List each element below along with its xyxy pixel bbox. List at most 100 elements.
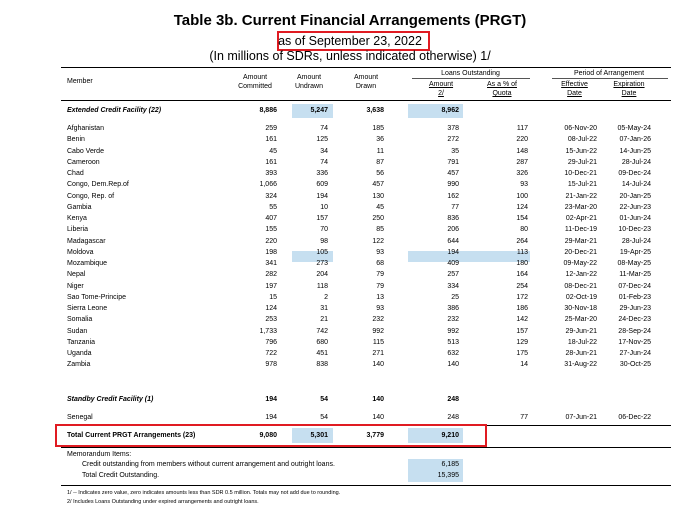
amount-committed: 45 <box>269 147 277 155</box>
loans-outstanding-amount: 206 <box>447 226 459 234</box>
amount-undrawn: 98 <box>320 237 328 245</box>
amount-drawn: 87 <box>376 158 384 166</box>
effective-date: 02-Oct-19 <box>565 293 597 301</box>
loans-outstanding-amount: 990 <box>447 181 459 189</box>
header-committed: Amount Committed <box>238 74 272 90</box>
loans-outstanding-amount: 644 <box>447 237 459 245</box>
expiration-date: 06-Dec-22 <box>618 414 651 421</box>
table-row: Congo, Rep. of 324 194 130 162 100 21-Jan-22 20… <box>0 192 700 203</box>
member-name: Somalia <box>67 316 93 324</box>
loans-outstanding-amount: 992 <box>447 327 459 335</box>
amount-committed: 978 <box>265 361 277 369</box>
header-loans-outstanding: Loans Outstanding <box>441 70 500 77</box>
expiration-date: 10-Dec-23 <box>618 226 651 234</box>
effective-date: 21-Jan-22 <box>565 192 597 200</box>
effective-date: 12-Jan-22 <box>565 271 597 279</box>
pct-of-quota: 14 <box>520 361 528 369</box>
table-title: Table 3b. Current Financial Arrangements… <box>173 12 527 29</box>
member-name: Cameroon <box>67 158 100 166</box>
header-bottom-rule <box>61 100 671 101</box>
member-name: Congo, Rep. of <box>67 192 115 200</box>
table-row: Cabo Verde 45 34 11 35 148 15-Jun-22 14-Jun-25 <box>0 147 700 158</box>
effective-date: 25-Mar-20 <box>564 316 597 324</box>
amount-committed: 161 <box>265 136 277 144</box>
effective-date: 07-Jun-21 <box>565 414 597 421</box>
table-row: Tanzania 796 680 115 513 129 18-Jul-22 17-Nov-2… <box>0 338 700 349</box>
pct-of-quota: 164 <box>516 271 528 279</box>
amount-undrawn: 336 <box>316 170 328 177</box>
member-name: Sudan <box>67 327 88 335</box>
pct-of-quota: 172 <box>516 293 528 301</box>
expiration-date: 28-Jul-24 <box>621 158 651 166</box>
amount-drawn: 11 <box>376 147 384 155</box>
effective-date: 28-Jun-21 <box>565 350 597 357</box>
amount-undrawn: 125 <box>316 136 328 144</box>
expiration-date: 11-Mar-25 <box>619 271 651 279</box>
memo-line2-label: Total Credit Outstanding. <box>82 472 160 479</box>
amount-undrawn: 70 <box>320 226 328 234</box>
pct-of-quota: 113 <box>516 248 528 256</box>
expiration-date: 05-May-24 <box>617 125 651 132</box>
member-name: Zambia <box>67 361 91 369</box>
scf-subtotal-row: Standby Credit Facility (1) 194 54 140 2… <box>0 395 700 406</box>
amount-undrawn: 10 <box>320 203 328 211</box>
header-undrawn: Amount Undrawn <box>294 74 323 90</box>
loans-outstanding-amount: 791 <box>447 158 459 166</box>
member-name: Afghanistan <box>67 125 104 132</box>
as-of-date: as of September 23, 2022 <box>278 34 422 48</box>
amount-drawn: 992 <box>372 327 384 335</box>
effective-date: 29-Jul-21 <box>567 158 597 166</box>
pct-of-quota: 157 <box>516 327 528 335</box>
header-effective: Effective Date <box>561 81 588 97</box>
effective-date: 09-May-22 <box>563 260 597 267</box>
as-of-highlight-box <box>277 31 430 51</box>
expiration-date: 14-Jun-25 <box>619 147 651 155</box>
loans-outstanding-amount: 140 <box>447 361 459 369</box>
member-name: Liberia <box>67 226 89 234</box>
effective-date: 11-Dec-19 <box>564 226 597 234</box>
amount-drawn: 271 <box>372 350 384 357</box>
amount-committed: 259 <box>265 125 277 132</box>
effective-date: 08-Jul-22 <box>567 136 597 144</box>
amount-committed: 197 <box>265 282 277 290</box>
loans-outstanding-amount: 77 <box>451 203 459 211</box>
expiration-date: 20-Jan-25 <box>619 192 651 200</box>
amount-drawn: 250 <box>372 215 384 222</box>
amount-drawn: 79 <box>376 271 384 279</box>
pct-of-quota: 124 <box>516 203 528 211</box>
amount-undrawn: 204 <box>316 271 328 279</box>
header-pct-quota: As a % of Quota <box>487 81 517 97</box>
amount-undrawn: 194 <box>316 192 328 200</box>
pct-of-quota: 326 <box>516 170 528 177</box>
effective-date: 15-Jun-22 <box>565 147 597 155</box>
loans-outstanding-amount: 409 <box>447 260 459 267</box>
table-row: Niger 197 118 79 334 254 08-Dec-21 07-Dec-24 <box>0 282 700 293</box>
amount-undrawn: 273 <box>316 260 328 267</box>
total-row: Total Current PRGT Arrangements (23) 9,0… <box>0 431 700 442</box>
pct-of-quota: 186 <box>516 305 528 312</box>
amount-drawn: 457 <box>372 181 384 189</box>
amount-undrawn: 31 <box>320 305 328 312</box>
amount-drawn: 122 <box>372 237 384 245</box>
header-period: Period of Arrangement <box>573 70 645 77</box>
amount-drawn: 140 <box>372 414 384 421</box>
memo-line1-value: 6,185 <box>441 461 459 468</box>
scf-label: Standby Credit Facility (1) <box>67 396 154 403</box>
loans-outstanding-amount: 378 <box>447 125 459 132</box>
amount-drawn: 232 <box>372 316 384 324</box>
table-row: Sao Tome-Principe 15 2 13 25 172 02-Oct-19 01-F… <box>0 293 700 304</box>
amount-drawn: 93 <box>376 248 384 256</box>
amount-committed: 324 <box>265 192 277 200</box>
table-subtitle: (In millions of SDRs, unless indicated o… <box>209 49 491 63</box>
amount-drawn: 45 <box>376 203 384 211</box>
amount-drawn: 13 <box>376 293 384 301</box>
memo-line2-value: 15,395 <box>437 472 459 479</box>
header-amount2: Amount 2/ <box>428 81 454 97</box>
amount-undrawn: 838 <box>316 361 328 369</box>
table-row: Gambia 55 10 45 77 124 23-Mar-20 22-Jun-23 <box>0 203 700 214</box>
pct-of-quota: 80 <box>520 226 528 234</box>
table-row: Kenya 407 157 250 836 154 02-Apr-21 01-Jun-24 <box>0 214 700 225</box>
loans-outstanding-amount: 194 <box>447 248 459 256</box>
amount-undrawn: 680 <box>316 338 328 346</box>
expiration-date: 24-Dec-23 <box>618 316 651 324</box>
